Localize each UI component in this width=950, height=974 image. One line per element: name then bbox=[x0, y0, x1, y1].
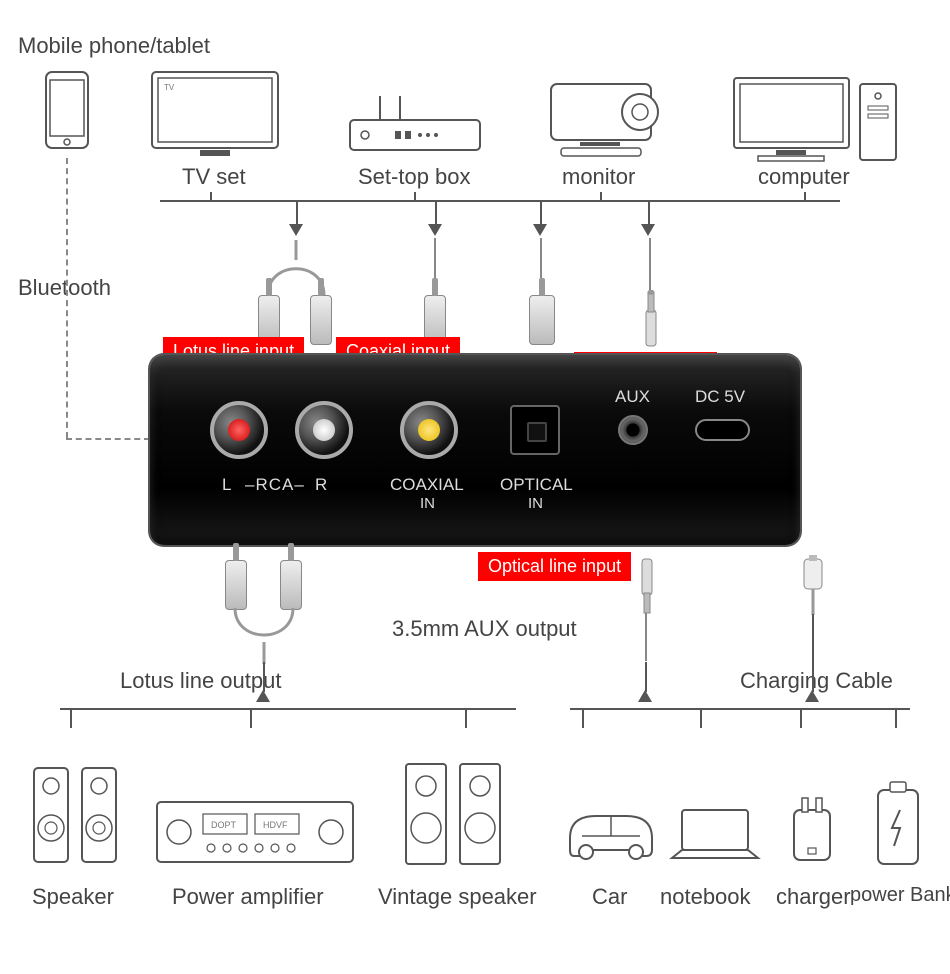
svg-text:HDVF: HDVF bbox=[263, 820, 288, 830]
arrow-lotus bbox=[289, 224, 303, 236]
bottom-bus-left bbox=[60, 708, 516, 710]
optical-in: IN bbox=[528, 495, 543, 512]
vintage-label: Vintage speaker bbox=[378, 884, 537, 910]
notebook-label: notebook bbox=[660, 884, 751, 910]
notebook-icon bbox=[668, 806, 763, 868]
dc5v-text: DC 5V bbox=[695, 387, 745, 407]
vintage-icon bbox=[400, 758, 510, 870]
bluetooth-label: Bluetooth bbox=[18, 275, 111, 301]
computer-icon bbox=[728, 72, 903, 164]
powerbank-icon bbox=[870, 780, 926, 872]
coaxial-port bbox=[400, 401, 458, 459]
monitor-label: monitor bbox=[562, 164, 635, 190]
arrow-charging bbox=[805, 690, 819, 702]
charger-icon bbox=[782, 796, 842, 870]
amp-icon: DOPT HDVF bbox=[155, 800, 355, 870]
plug-rca-r bbox=[310, 295, 332, 345]
tv-label: TV set bbox=[182, 164, 246, 190]
plug-usb-out bbox=[800, 555, 826, 615]
amp-label: Power amplifier bbox=[172, 884, 324, 910]
charger-label: charger bbox=[776, 884, 851, 910]
car-icon bbox=[556, 800, 666, 866]
rca-right-port bbox=[295, 401, 353, 459]
bottom-bus-right bbox=[570, 708, 910, 710]
aux-output-label: 3.5mm AUX output bbox=[392, 616, 577, 642]
powerbank-label: power Bank bbox=[850, 884, 950, 907]
rca-left-port bbox=[210, 401, 268, 459]
stb-icon bbox=[340, 90, 490, 160]
aux-text: AUX bbox=[615, 387, 650, 407]
plug-out-rca-l bbox=[225, 560, 247, 610]
plug-aux bbox=[642, 290, 660, 350]
plug-aux-out bbox=[638, 555, 656, 615]
usb-port bbox=[695, 419, 750, 441]
arrow-optical bbox=[533, 224, 547, 236]
arrow-aux bbox=[641, 224, 655, 236]
rca-dash: –RCA– bbox=[245, 475, 305, 495]
tag-optical-input: Optical line input bbox=[478, 552, 631, 581]
optical-port bbox=[510, 405, 560, 455]
monitor-icon bbox=[545, 78, 675, 163]
phone-icon bbox=[44, 70, 90, 150]
rca-r-text: R bbox=[315, 475, 327, 495]
plug-opt bbox=[529, 295, 555, 345]
rca-l-text: L bbox=[222, 475, 231, 495]
bt-dash-h bbox=[66, 438, 150, 440]
plug-out-rca-r bbox=[280, 560, 302, 610]
speaker-label: Speaker bbox=[32, 884, 114, 910]
stb-label: Set-top box bbox=[358, 164, 471, 190]
svg-text:DOPT: DOPT bbox=[211, 820, 237, 830]
computer-label: computer bbox=[758, 164, 850, 190]
svg-text:TV: TV bbox=[164, 83, 175, 92]
arrow-lotus-out bbox=[256, 690, 270, 702]
aux-port bbox=[618, 415, 648, 445]
central-device: L –RCA– R COAXIAL IN OPTICAL IN AUX DC 5… bbox=[150, 355, 800, 545]
speaker-icon bbox=[30, 760, 125, 870]
optical-text: OPTICAL bbox=[500, 475, 573, 495]
arrow-aux-out bbox=[638, 690, 652, 702]
mobile-phone-label: Mobile phone/tablet bbox=[18, 33, 210, 59]
bt-dash-v bbox=[66, 158, 68, 438]
car-label: Car bbox=[592, 884, 627, 910]
top-bus bbox=[160, 200, 840, 202]
tv-icon: TV bbox=[150, 70, 280, 160]
coax-in: IN bbox=[420, 495, 435, 512]
coax-text: COAXIAL bbox=[390, 475, 464, 495]
arrow-coax bbox=[428, 224, 442, 236]
